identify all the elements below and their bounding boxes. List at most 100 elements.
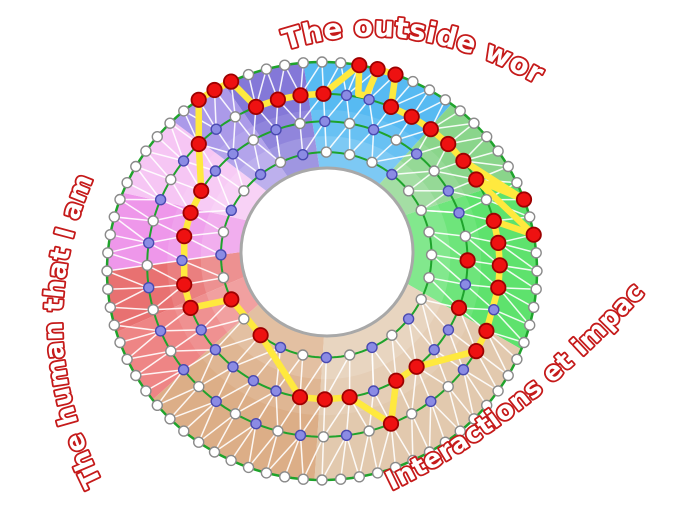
graph-node-white-r3-0[interactable] <box>425 249 438 261</box>
graph-node-purple-r2-27[interactable] <box>319 115 331 128</box>
graph-node-white-r2-26[interactable] <box>294 117 306 130</box>
graph-node-white-r0-5[interactable] <box>511 353 523 365</box>
graph-node-purple-r3-20[interactable] <box>297 148 309 161</box>
graph-node-white-r0-51[interactable] <box>260 63 273 75</box>
graph-node-purple-r1-15[interactable] <box>250 418 262 430</box>
graph-node-purple-r2-29[interactable] <box>367 123 380 136</box>
graph-node-white-r3-17[interactable] <box>238 185 250 197</box>
graph-node-white-r3-27[interactable] <box>423 226 435 238</box>
graph-node-white-r0-11[interactable] <box>439 436 451 448</box>
graph-node-white-r1-8[interactable] <box>406 408 418 420</box>
graph-node-white-r0-4[interactable] <box>518 336 530 349</box>
graph-node-red-r1-41[interactable] <box>422 121 439 138</box>
graph-node-red-r2-2[interactable] <box>450 299 468 316</box>
graph-node-white-r0-44[interactable] <box>151 130 164 143</box>
graph-node-purple-r2-33[interactable] <box>442 185 455 197</box>
graph-node-red-r2-5[interactable] <box>408 358 425 375</box>
graph-node-white-r0-8[interactable] <box>481 399 493 411</box>
graph-node-white-r1-32[interactable] <box>229 111 242 123</box>
graph-node-purple-r2-18[interactable] <box>176 254 188 267</box>
graph-node-purple-r1-37[interactable] <box>340 89 353 102</box>
graph-node-red-r1-42[interactable] <box>440 135 457 153</box>
graph-node-white-r3-26[interactable] <box>415 204 427 217</box>
graph-node-white-r2-35[interactable] <box>459 230 472 242</box>
graph-node-red-r1-47[interactable] <box>490 234 507 251</box>
graph-node-red-r1-4[interactable] <box>468 342 485 360</box>
graph-node-white-r0-67[interactable] <box>511 176 523 189</box>
graph-node-purple-r2-31[interactable] <box>410 148 423 160</box>
graph-node-white-r1-28[interactable] <box>165 173 177 186</box>
graph-node-purple-r3-5[interactable] <box>366 341 378 354</box>
graph-node-white-r0-17[interactable] <box>335 473 347 485</box>
graph-node-white-r0-53[interactable] <box>297 57 309 69</box>
graph-node-purple-r2-22[interactable] <box>209 165 222 177</box>
graph-node-purple-r3-9[interactable] <box>274 341 287 354</box>
graph-node-red-r3-12[interactable] <box>223 291 240 308</box>
graph-node-red-r0-48[interactable] <box>206 81 223 99</box>
graph-node-red-r2-8[interactable] <box>341 389 358 406</box>
graph-node-purple-r1-25[interactable] <box>142 237 155 249</box>
graph-node-red-r1-9[interactable] <box>382 415 400 432</box>
graph-node-purple-r2-34[interactable] <box>453 207 465 219</box>
graph-node-purple-r1-27[interactable] <box>154 193 167 206</box>
graph-node-purple-r1-29[interactable] <box>177 155 190 167</box>
graph-node-white-r0-23[interactable] <box>225 454 237 467</box>
graph-node-white-r3-8[interactable] <box>297 349 309 361</box>
graph-node-white-r0-1[interactable] <box>530 283 542 295</box>
graph-node-white-r0-25[interactable] <box>192 436 205 448</box>
graph-node-white-r0-13[interactable] <box>407 454 419 467</box>
graph-node-white-r3-6[interactable] <box>344 349 356 361</box>
graph-node-white-r0-14[interactable] <box>389 461 402 474</box>
graph-node-purple-r2-15[interactable] <box>195 324 207 336</box>
graph-node-white-r3-15[interactable] <box>217 226 230 238</box>
graph-node-red-r2-17[interactable] <box>176 276 193 293</box>
graph-node-white-r0-0[interactable] <box>531 265 543 277</box>
graph-node-white-r0-54[interactable] <box>316 56 328 68</box>
graph-node-purple-r1-13[interactable] <box>294 429 307 441</box>
graph-node-white-r0-10[interactable] <box>454 425 466 437</box>
graph-node-red-r2-0[interactable] <box>459 252 476 269</box>
graph-node-red-r2-20[interactable] <box>182 204 199 221</box>
graph-node-red-r1-40[interactable] <box>403 108 420 125</box>
graph-node-red-r2-10[interactable] <box>291 389 309 406</box>
graph-node-purple-r1-5[interactable] <box>457 364 470 376</box>
graph-node-red-r2-9[interactable] <box>316 391 333 408</box>
graph-node-white-r0-50[interactable] <box>242 68 255 81</box>
graph-node-purple-r2-13[interactable] <box>227 361 239 373</box>
graph-node-white-r3-23[interactable] <box>366 156 378 169</box>
graph-node-purple-r2-12[interactable] <box>247 375 260 387</box>
graph-node-white-r0-61[interactable] <box>439 94 451 106</box>
graph-node-red-r2-19[interactable] <box>176 228 193 245</box>
graph-node-red-r0-47[interactable] <box>190 91 207 108</box>
graph-node-white-r0-9[interactable] <box>468 413 480 425</box>
graph-node-white-r1-26[interactable] <box>147 215 159 227</box>
graph-node-white-r1-22[interactable] <box>147 304 159 316</box>
graph-node-purple-r3-3[interactable] <box>402 313 415 325</box>
graph-node-white-r2-30[interactable] <box>390 134 402 146</box>
graph-node-purple-r1-11[interactable] <box>340 429 353 441</box>
graph-node-white-r0-65[interactable] <box>492 145 504 157</box>
graph-node-white-r1-16[interactable] <box>229 408 242 420</box>
graph-node-purple-r2-1[interactable] <box>459 278 472 291</box>
graph-node-white-r1-12[interactable] <box>317 431 330 443</box>
graph-node-white-r3-11[interactable] <box>238 313 250 325</box>
graph-node-white-r0-26[interactable] <box>178 425 190 437</box>
graph-node-white-r0-62[interactable] <box>454 105 466 117</box>
graph-node-white-r0-55[interactable] <box>335 57 347 69</box>
graph-node-red-r1-35[interactable] <box>292 87 309 104</box>
graph-node-purple-r3-7[interactable] <box>320 351 332 364</box>
graph-node-white-r0-15[interactable] <box>371 467 384 479</box>
graph-node-white-r3-2[interactable] <box>415 293 427 306</box>
graph-node-white-r0-71[interactable] <box>530 247 542 259</box>
graph-node-purple-r2-11[interactable] <box>270 385 282 397</box>
graph-node-white-r3-19[interactable] <box>274 156 287 169</box>
graph-node-white-r2-28[interactable] <box>343 117 356 130</box>
graph-node-red-r0-56[interactable] <box>351 57 368 74</box>
graph-node-white-r0-60[interactable] <box>423 84 436 96</box>
graph-node-purple-r3-14[interactable] <box>215 249 227 261</box>
graph-node-red-r0-57[interactable] <box>369 60 386 78</box>
graph-node-purple-r3-24[interactable] <box>386 168 398 181</box>
graph-node-white-r0-37[interactable] <box>102 247 114 259</box>
graph-node-white-r0-7[interactable] <box>492 385 504 397</box>
graph-node-white-r0-29[interactable] <box>140 385 152 397</box>
